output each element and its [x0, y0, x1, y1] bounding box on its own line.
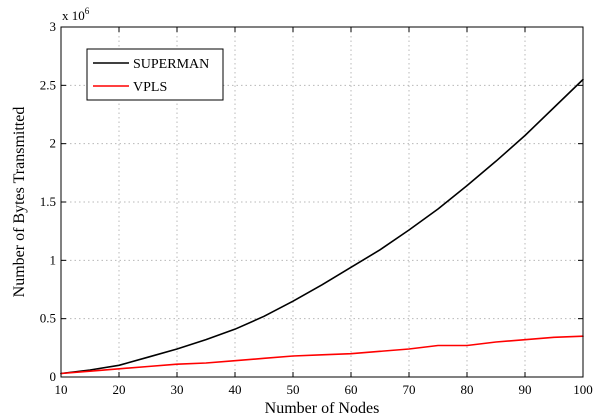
- x-axis-label: Number of Nodes: [265, 400, 380, 417]
- x-tick-label: 80: [461, 382, 474, 397]
- x-tick-label: 30: [171, 382, 184, 397]
- y-tick-label: 3: [50, 19, 57, 34]
- x-tick-label: 100: [573, 382, 593, 397]
- legend: SUPERMAN VPLS: [86, 48, 224, 101]
- y-multiplier-exponent: 6: [85, 6, 90, 16]
- y-multiplier-base: x 10: [62, 8, 85, 23]
- y-tick-label: 0: [50, 369, 57, 384]
- y-tick-label: 2: [50, 136, 57, 151]
- y-tick-label: 2.5: [40, 77, 56, 92]
- y-tick-label: 0.5: [40, 311, 56, 326]
- axis-ticks: 10 20 30 40 50 60 70 80 90 100 0 0.5 1 1.5 2 2.5 3: [40, 19, 593, 397]
- y-axis-label: Number of Bytes Transmitted: [11, 107, 28, 298]
- y-tick-label: 1.5: [40, 194, 56, 209]
- legend-label-vpls: VPLS: [133, 80, 167, 95]
- series-line-vpls: [60, 335, 584, 375]
- y-tick-label: 1: [50, 252, 57, 267]
- x-tick-label: 10: [55, 382, 68, 397]
- data-series: [60, 78, 584, 375]
- y-multiplier: x 106: [62, 6, 90, 23]
- series-line-superman: [60, 78, 584, 375]
- x-tick-label: 40: [229, 382, 242, 397]
- x-tick-label: 50: [287, 382, 300, 397]
- x-tick-label: 60: [345, 382, 358, 397]
- legend-box: [86, 48, 224, 101]
- x-tick-label: 20: [113, 382, 126, 397]
- legend-label-superman: SUPERMAN: [133, 57, 209, 72]
- x-tick-label: 90: [519, 382, 532, 397]
- x-tick-label: 70: [403, 382, 416, 397]
